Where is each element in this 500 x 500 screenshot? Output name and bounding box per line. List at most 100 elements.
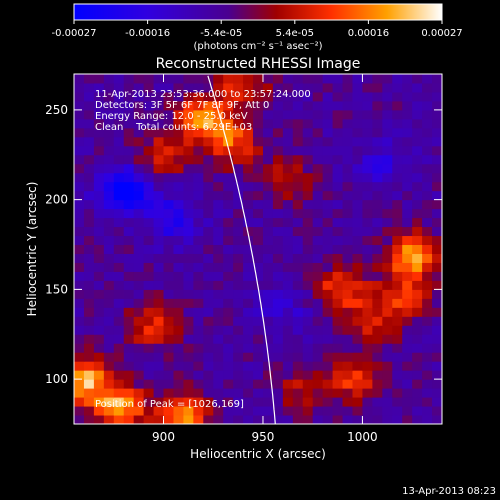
heatmap-cell (322, 172, 334, 183)
heatmap-cell (143, 343, 155, 353)
heatmap-cell (103, 415, 115, 424)
heatmap-cell (302, 109, 314, 120)
heatmap-cell (253, 109, 264, 120)
heatmap-cell (342, 361, 353, 371)
heatmap-cell (302, 208, 314, 219)
heatmap-cell (223, 379, 234, 389)
heatmap-cell (272, 325, 284, 335)
heatmap-cell (332, 316, 344, 326)
peak-position-label: Position of Peak = [1026,169] (95, 399, 244, 410)
heatmap-cell (93, 298, 105, 308)
heatmap-cell (342, 199, 353, 210)
heatmap-cell (352, 352, 363, 362)
heatmap-cell (123, 289, 135, 299)
heatmap-cell (322, 217, 334, 228)
heatmap-cell (292, 82, 304, 93)
heatmap-cell (402, 217, 413, 228)
heatmap-cell (243, 352, 254, 362)
heatmap-cell (143, 163, 155, 174)
heatmap-cell (432, 289, 442, 299)
colorbar-tick-label: -0.00016 (125, 28, 170, 39)
heatmap-cell (262, 406, 274, 416)
heatmap-cell (392, 388, 403, 398)
heatmap-cell (392, 127, 403, 138)
heatmap-cell (213, 145, 224, 156)
heatmap-cell (342, 307, 353, 317)
heatmap-cell (412, 154, 423, 165)
heatmap-cell (74, 208, 85, 219)
heatmap-cell (422, 280, 433, 290)
heatmap-cell (352, 307, 363, 317)
heatmap-cell (382, 244, 393, 254)
heatmap-cell (322, 298, 334, 308)
heatmap-cell (253, 388, 264, 398)
heatmap-cell (342, 163, 353, 174)
heatmap-cell (83, 217, 95, 228)
heatmap-cell (422, 190, 433, 201)
heatmap-cell (113, 388, 125, 398)
heatmap-cell (83, 118, 95, 129)
heatmap-cell (332, 226, 344, 237)
heatmap-cell (372, 361, 383, 371)
heatmap-cell (213, 316, 224, 326)
heatmap-cell (312, 289, 324, 299)
heatmap-cell (392, 262, 403, 272)
heatmap-cell (302, 82, 314, 93)
heatmap-cell (382, 100, 393, 111)
heatmap-cell (183, 217, 194, 228)
heatmap-cell (332, 298, 344, 308)
heatmap-cell (153, 280, 165, 290)
heatmap-cell (372, 136, 383, 147)
heatmap-cell (432, 244, 442, 254)
heatmap-cell (262, 244, 274, 254)
heatmap-cell (322, 235, 334, 246)
heatmap-cell (262, 118, 274, 129)
heatmap-cell (402, 289, 413, 299)
heatmap-cell (292, 379, 304, 389)
heatmap-cell (213, 172, 224, 183)
heatmap-cell (243, 172, 254, 183)
heatmap-cell (332, 334, 344, 344)
heatmap-cell (183, 136, 194, 147)
heatmap-cell (223, 172, 234, 183)
heatmap-cell (352, 127, 363, 138)
heatmap-cell (133, 334, 145, 344)
heatmap-cell (292, 388, 304, 398)
heatmap-cell (352, 343, 363, 353)
heatmap-cell (123, 199, 135, 210)
heatmap-cell (302, 262, 314, 272)
heatmap-cell (203, 361, 214, 371)
heatmap-cell (83, 388, 95, 398)
heatmap-cell (412, 388, 423, 398)
heatmap-cell (183, 280, 194, 290)
heatmap-cell (342, 406, 353, 416)
heatmap-cell (233, 316, 244, 326)
heatmap-cell (402, 415, 413, 424)
heatmap-cell (203, 145, 214, 156)
heatmap-cell (312, 172, 324, 183)
heatmap-cell (123, 406, 135, 416)
heatmap-cell (432, 100, 442, 111)
heatmap-cell (74, 91, 85, 102)
heatmap-cell (302, 74, 314, 84)
heatmap-cell (203, 127, 214, 138)
heatmap-cell (173, 406, 184, 416)
heatmap-cell (143, 406, 155, 416)
heatmap-cell (292, 415, 304, 424)
heatmap-cell (352, 388, 363, 398)
heatmap-cell (302, 235, 314, 246)
heatmap-cell (113, 181, 125, 192)
heatmap-cell (432, 91, 442, 102)
heatmap-cell (302, 190, 314, 201)
heatmap-cell (422, 343, 433, 353)
heatmap-cell (223, 280, 234, 290)
heatmap-cell (213, 136, 224, 147)
heatmap-cell (392, 271, 403, 281)
heatmap-cell (292, 118, 304, 129)
heatmap-cell (302, 127, 314, 138)
heatmap-cell (432, 154, 442, 165)
heatmap-cell (302, 172, 314, 183)
heatmap-cell (402, 244, 413, 254)
heatmap-cell (352, 244, 363, 254)
heatmap-cell (292, 172, 304, 183)
